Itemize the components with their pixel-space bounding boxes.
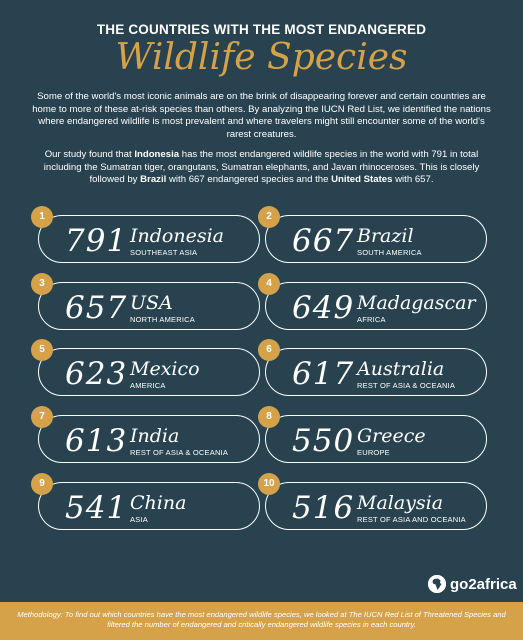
- go2africa-logo[interactable]: go2africa: [428, 574, 517, 594]
- intro-paragraph-2: Our study found that Indonesia has the m…: [28, 149, 495, 187]
- title-main: Wildlife Species: [115, 37, 408, 78]
- intro-highlight-united-states: United States: [331, 174, 393, 185]
- species-count: 623: [65, 356, 128, 392]
- rank-badge: 3: [31, 273, 53, 295]
- ranking-card-1: 1 791 Indonesia SOUTHEAST ASIA: [31, 206, 260, 263]
- intro-highlight-brazil: Brazil: [140, 174, 167, 185]
- ranking-card-5: 5 623 Mexico AMERICA: [31, 339, 260, 396]
- title-top: THE COUNTRIES WITH THE MOST ENDANGERED: [96, 22, 427, 37]
- methodology-text: Methodology: To find out which countries…: [17, 610, 506, 629]
- rank-badge: 5: [31, 339, 53, 361]
- species-count: 550: [292, 423, 355, 459]
- rank-badge: 6: [258, 339, 280, 361]
- country-name: Greece: [357, 425, 426, 447]
- species-count: 667: [292, 223, 355, 259]
- species-count: 791: [65, 223, 128, 259]
- intro-text: has the most endangered wildlife species…: [43, 149, 480, 185]
- country-name: Australia: [357, 358, 445, 380]
- ranking-card-7: 7 613 India REST OF ASIA & OCEANIA: [31, 406, 260, 463]
- rank-badge: 10: [258, 473, 280, 495]
- species-count: 613: [65, 423, 128, 459]
- ranking-card-3: 3 657 USA NORTH AMERICA: [31, 273, 260, 330]
- intro-highlight-indonesia: Indonesia: [134, 149, 180, 160]
- intro-text: Our study found that: [44, 149, 135, 160]
- ranking-card-9: 9 541 China ASIA: [31, 473, 260, 530]
- region-label: AMERICA: [130, 381, 166, 390]
- country-name: USA: [130, 292, 173, 314]
- rank-badge: 9: [31, 473, 53, 495]
- region-label: EUROPE: [357, 448, 390, 457]
- region-label: SOUTH AMERICA: [357, 248, 422, 257]
- logo-text: go2africa: [450, 575, 517, 593]
- country-name: Malaysia: [357, 492, 444, 514]
- region-label: AFRICA: [357, 315, 386, 324]
- ranking-card-10: 10 516 Malaysia REST OF ASIA AND OCEANIA: [258, 473, 487, 530]
- region-label: SOUTHEAST ASIA: [130, 248, 198, 257]
- country-name: India: [130, 425, 180, 447]
- ranking-card-8: 8 550 Greece EUROPE: [258, 406, 487, 463]
- country-name: Mexico: [130, 358, 200, 380]
- region-label: REST OF ASIA & OCEANIA: [130, 448, 229, 457]
- rank-badge: 1: [31, 206, 53, 228]
- ranking-card-6: 6 617 Australia REST OF ASIA & OCEANIA: [258, 339, 487, 396]
- region-label: REST OF ASIA & OCEANIA: [357, 381, 456, 390]
- rank-badge: 8: [258, 406, 280, 428]
- intro-text: with 657.: [392, 174, 434, 185]
- species-count: 657: [65, 290, 128, 326]
- region-label: NORTH AMERICA: [130, 315, 195, 324]
- species-count: 617: [292, 356, 355, 392]
- ranking-card-2: 2 667 Brazil SOUTH AMERICA: [258, 206, 487, 263]
- country-name: Indonesia: [130, 225, 224, 247]
- region-label: ASIA: [130, 515, 148, 524]
- intro-text: with 667 endangered species and the: [166, 174, 332, 185]
- africa-continent-icon: [428, 575, 446, 593]
- species-count: 516: [292, 490, 355, 526]
- ranking-card-4: 4 649 Madagascar AFRICA: [258, 273, 487, 330]
- methodology-footer: Methodology: To find out which countries…: [0, 602, 523, 640]
- rank-badge: 4: [258, 273, 280, 295]
- rank-badge: 2: [258, 206, 280, 228]
- species-count: 541: [65, 490, 128, 526]
- intro-paragraph-1: Some of the world's most iconic animals …: [32, 91, 491, 140]
- country-name: Brazil: [357, 225, 414, 247]
- country-name: China: [130, 492, 187, 514]
- rank-badge: 7: [31, 406, 53, 428]
- species-count: 649: [292, 290, 355, 326]
- country-name: Madagascar: [357, 292, 476, 314]
- region-label: REST OF ASIA AND OCEANIA: [357, 515, 466, 524]
